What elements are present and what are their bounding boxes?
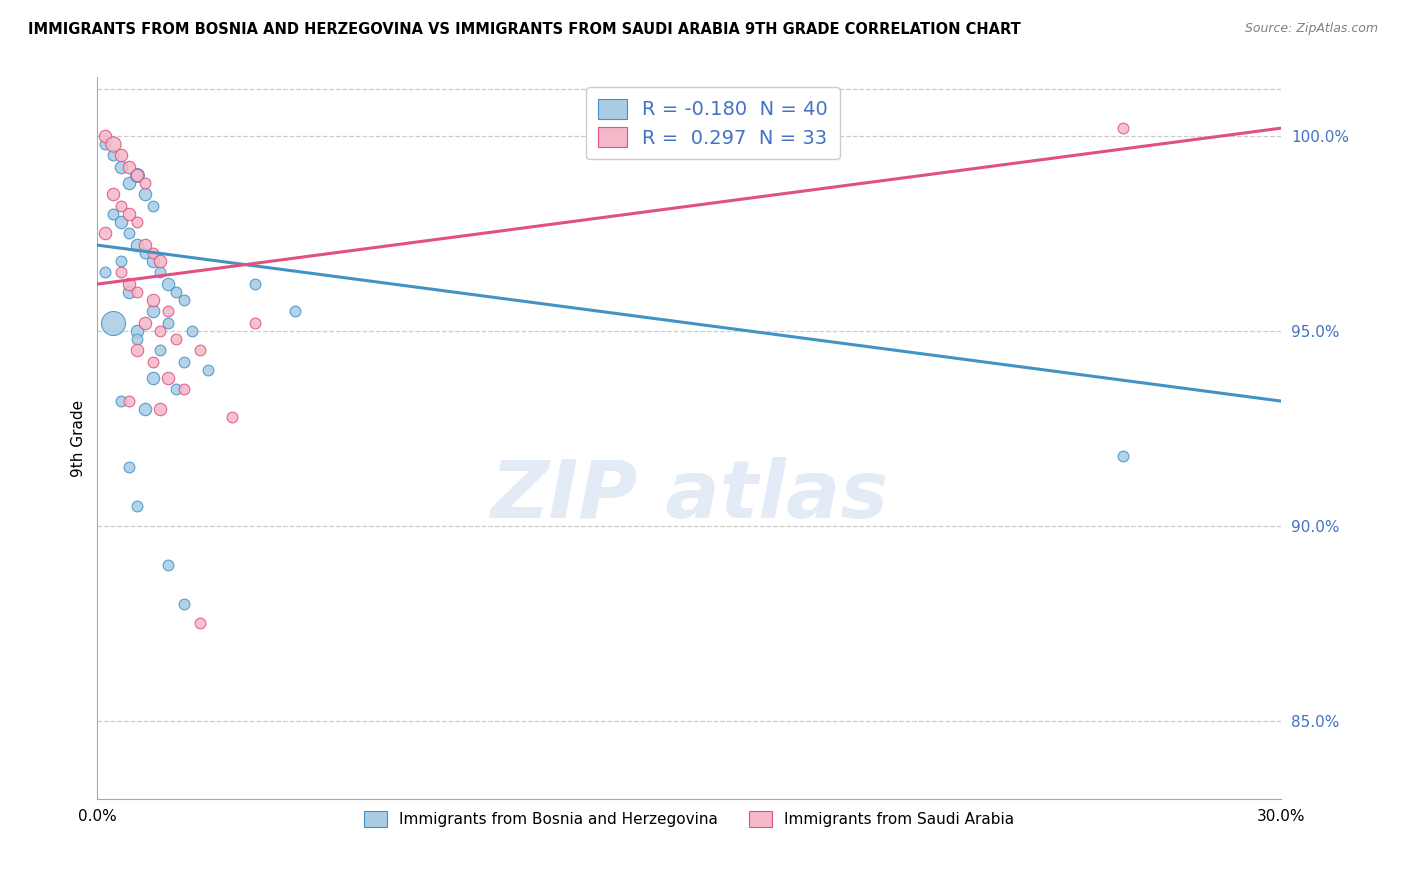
Point	[157, 558, 180, 572]
Point	[221, 409, 243, 424]
Point	[149, 401, 172, 416]
Point	[142, 355, 165, 369]
Point	[110, 148, 132, 162]
Point	[125, 215, 148, 229]
Point	[125, 324, 148, 338]
Point	[157, 316, 180, 330]
Point	[101, 136, 124, 151]
Point	[94, 136, 117, 151]
Point	[125, 343, 148, 358]
Point	[173, 383, 195, 397]
Point	[118, 277, 141, 292]
Point	[142, 293, 165, 307]
Point	[142, 370, 165, 384]
Point	[1112, 449, 1135, 463]
Y-axis label: 9th Grade: 9th Grade	[72, 400, 86, 476]
Point	[284, 304, 307, 318]
Point	[125, 238, 148, 252]
Point	[149, 343, 172, 358]
Point	[243, 316, 266, 330]
Point	[149, 324, 172, 338]
Point	[157, 304, 180, 318]
Point	[94, 227, 117, 241]
Point	[157, 370, 180, 384]
Point	[118, 160, 141, 174]
Point	[94, 128, 117, 143]
Point	[110, 215, 132, 229]
Point	[188, 343, 211, 358]
Point	[134, 246, 156, 260]
Point	[173, 293, 195, 307]
Point	[197, 363, 219, 377]
Point	[101, 187, 124, 202]
Point	[125, 285, 148, 299]
Point	[101, 148, 124, 162]
Text: Source: ZipAtlas.com: Source: ZipAtlas.com	[1244, 22, 1378, 36]
Point	[188, 616, 211, 631]
Point	[134, 176, 156, 190]
Point	[118, 207, 141, 221]
Text: ZIP atlas: ZIP atlas	[491, 457, 889, 535]
Point	[142, 253, 165, 268]
Point	[110, 253, 132, 268]
Point	[142, 246, 165, 260]
Point	[118, 460, 141, 475]
Point	[134, 316, 156, 330]
Point	[110, 199, 132, 213]
Point	[149, 265, 172, 279]
Point	[134, 238, 156, 252]
Point	[165, 285, 187, 299]
Point	[118, 227, 141, 241]
Point	[173, 355, 195, 369]
Point	[118, 394, 141, 409]
Point	[101, 316, 124, 330]
Point	[134, 401, 156, 416]
Point	[94, 265, 117, 279]
Point	[118, 176, 141, 190]
Point	[101, 207, 124, 221]
Point	[173, 597, 195, 611]
Point	[134, 187, 156, 202]
Point	[181, 324, 204, 338]
Point	[110, 160, 132, 174]
Point	[1112, 121, 1135, 136]
Point	[110, 265, 132, 279]
Text: IMMIGRANTS FROM BOSNIA AND HERZEGOVINA VS IMMIGRANTS FROM SAUDI ARABIA 9TH GRADE: IMMIGRANTS FROM BOSNIA AND HERZEGOVINA V…	[28, 22, 1021, 37]
Point	[142, 199, 165, 213]
Point	[157, 277, 180, 292]
Point	[165, 332, 187, 346]
Point	[125, 500, 148, 514]
Legend: Immigrants from Bosnia and Herzegovina, Immigrants from Saudi Arabia: Immigrants from Bosnia and Herzegovina, …	[357, 803, 1022, 835]
Point	[110, 394, 132, 409]
Point	[118, 285, 141, 299]
Point	[165, 383, 187, 397]
Point	[243, 277, 266, 292]
Point	[125, 168, 148, 182]
Point	[142, 304, 165, 318]
Point	[125, 332, 148, 346]
Point	[149, 253, 172, 268]
Point	[125, 168, 148, 182]
